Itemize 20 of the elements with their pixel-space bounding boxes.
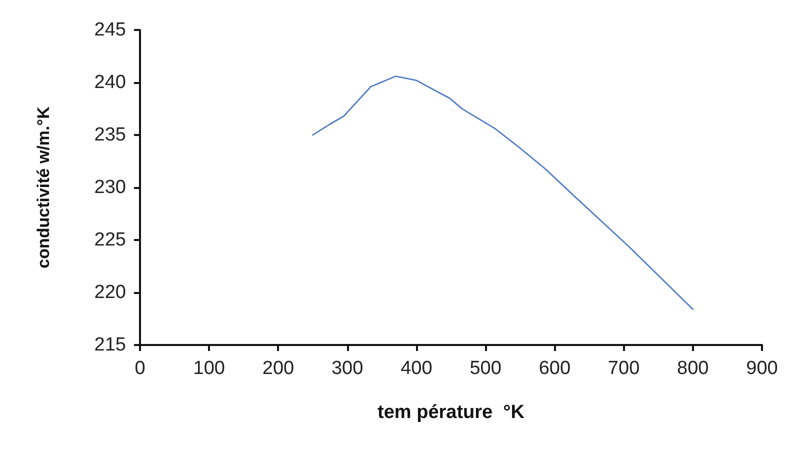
x-axis-title: tem pérature °K <box>378 402 525 423</box>
y-tick-label: 230 <box>94 177 126 198</box>
y-tick-label: 215 <box>94 334 126 356</box>
x-tick-label: 800 <box>677 358 709 379</box>
y-tick-label: 225 <box>94 230 126 250</box>
x-tick-label: 400 <box>400 358 432 379</box>
y-tick-label: 245 <box>94 20 126 40</box>
y-tick-label: 235 <box>94 124 126 146</box>
y-axis-title: conductivité w/m.°K <box>34 106 53 268</box>
x-tick-label: 600 <box>538 358 571 379</box>
y-tick-label: 240 <box>94 72 126 93</box>
x-tick-label: 0 <box>134 358 146 379</box>
x-tick-label: 200 <box>262 358 294 379</box>
x-tick-label: 900 <box>746 358 778 379</box>
y-tick-label: 220 <box>94 282 126 303</box>
x-tick-label: 500 <box>470 358 502 379</box>
x-tick-label: 300 <box>331 358 364 379</box>
x-tick-label: 700 <box>608 358 640 379</box>
x-tick-label: 100 <box>193 358 225 379</box>
line-series <box>312 76 694 310</box>
